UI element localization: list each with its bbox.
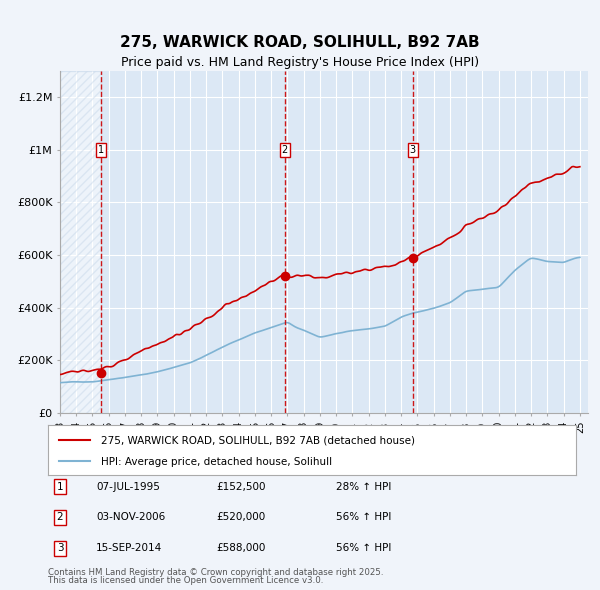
- Text: 03-NOV-2006: 03-NOV-2006: [96, 513, 165, 522]
- Bar: [60, 71, 101, 413]
- Text: 28% ↑ HPI: 28% ↑ HPI: [336, 482, 391, 491]
- Text: £152,500: £152,500: [216, 482, 265, 491]
- Text: Price paid vs. HM Land Registry's House Price Index (HPI): Price paid vs. HM Land Registry's House …: [121, 56, 479, 69]
- Text: £588,000: £588,000: [216, 543, 265, 553]
- Text: This data is licensed under the Open Government Licence v3.0.: This data is licensed under the Open Gov…: [48, 576, 323, 585]
- Text: 3: 3: [56, 543, 64, 553]
- Text: 15-SEP-2014: 15-SEP-2014: [96, 543, 162, 553]
- Text: 3: 3: [410, 145, 416, 155]
- Bar: [60, 71, 101, 413]
- Text: 275, WARWICK ROAD, SOLIHULL, B92 7AB: 275, WARWICK ROAD, SOLIHULL, B92 7AB: [120, 35, 480, 50]
- Text: HPI: Average price, detached house, Solihull: HPI: Average price, detached house, Soli…: [101, 457, 332, 467]
- Text: 2: 2: [282, 145, 288, 155]
- Text: 2: 2: [56, 513, 64, 522]
- Text: 1: 1: [56, 482, 64, 491]
- Text: 1: 1: [98, 145, 104, 155]
- Text: 56% ↑ HPI: 56% ↑ HPI: [336, 513, 391, 522]
- Text: £520,000: £520,000: [216, 513, 265, 522]
- Text: 56% ↑ HPI: 56% ↑ HPI: [336, 543, 391, 553]
- Text: 275, WARWICK ROAD, SOLIHULL, B92 7AB (detached house): 275, WARWICK ROAD, SOLIHULL, B92 7AB (de…: [101, 436, 415, 446]
- Text: Contains HM Land Registry data © Crown copyright and database right 2025.: Contains HM Land Registry data © Crown c…: [48, 568, 383, 577]
- Text: 07-JUL-1995: 07-JUL-1995: [96, 482, 160, 491]
